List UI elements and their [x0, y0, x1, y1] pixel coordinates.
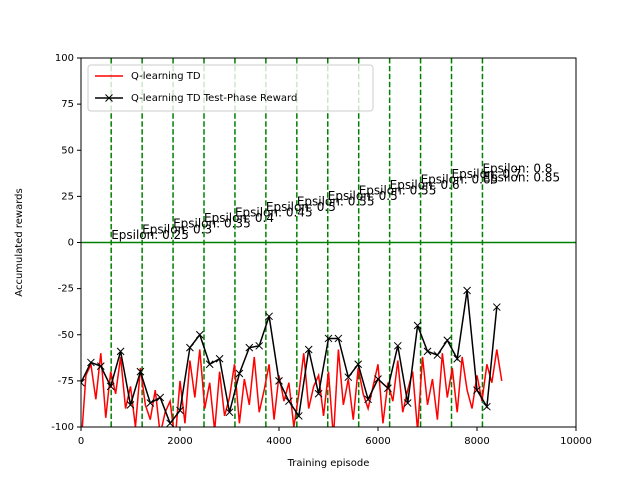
marker	[453, 354, 462, 363]
y-tick-label: 0	[68, 238, 74, 249]
annotation: Epsilon: 0.8	[482, 161, 552, 175]
annotation: Epsilon: 0.7	[452, 167, 522, 181]
marker	[433, 351, 442, 359]
legend: Q-learning TD Q-learning TD Test-Phase Re…	[87, 64, 374, 112]
annotation: Epsilon: 0.3	[142, 222, 212, 236]
marker	[225, 408, 234, 417]
marker	[275, 377, 283, 385]
marker	[176, 406, 184, 415]
marker	[354, 360, 363, 369]
legend-box	[87, 64, 374, 112]
marker	[285, 397, 293, 406]
marker	[413, 321, 422, 330]
x-tick-label: 6000	[365, 436, 390, 447]
annotation: Epsilon: 0.25	[111, 228, 189, 242]
marker	[156, 393, 165, 402]
annotation: Epsilon: 0.65	[421, 172, 499, 186]
x-tick-label: 10000	[560, 436, 592, 447]
marker	[81, 378, 85, 387]
marker	[215, 354, 224, 363]
x-axis-label: Training episode	[287, 458, 370, 469]
series-line	[81, 349, 503, 427]
annotation: Epsilon: 0.6	[390, 178, 460, 192]
y-tick-label: -100	[51, 422, 74, 433]
y-tick-label: -50	[58, 330, 74, 341]
marker	[166, 419, 174, 427]
marker	[136, 367, 145, 376]
marker	[374, 375, 382, 383]
marker	[483, 402, 491, 411]
annotation: Epsilon: 0.5	[328, 189, 398, 203]
x-tick-label: 8000	[464, 436, 489, 447]
plot-area	[81, 58, 576, 427]
marker	[255, 341, 264, 350]
legend-label: Q-learning TD	[131, 71, 201, 82]
annotation: Epsilon: 0.35	[173, 217, 251, 231]
marker	[403, 399, 412, 407]
y-tick-label: 75	[61, 99, 74, 110]
y-tick-label: -25	[58, 284, 74, 295]
marker	[116, 347, 125, 356]
marker	[393, 341, 402, 350]
annotation: Epsilon: 0.55	[359, 184, 437, 198]
marker	[443, 336, 452, 345]
y-tick-label: 25	[61, 191, 74, 202]
marker	[235, 369, 244, 378]
marker	[492, 303, 501, 311]
marker	[186, 343, 194, 352]
x-tick-label: 4000	[266, 436, 291, 447]
series-line	[81, 290, 498, 425]
marker	[195, 330, 204, 339]
marker	[384, 384, 392, 393]
marker	[324, 334, 333, 343]
marker	[304, 345, 313, 354]
marker	[364, 395, 372, 404]
marker	[334, 334, 343, 343]
marker	[265, 312, 273, 321]
marker	[423, 347, 432, 356]
annotation: Epsilon: 0.4	[204, 211, 274, 225]
x-tick-label: 0	[78, 436, 84, 447]
y-tick-label: 100	[55, 53, 74, 64]
marker	[205, 360, 214, 369]
y-tick-label: -75	[58, 376, 74, 387]
marker	[146, 399, 155, 407]
marker	[96, 362, 105, 370]
annotation: Epsilon: 0.45	[235, 206, 313, 220]
marker	[314, 389, 323, 398]
marker	[87, 358, 95, 367]
annotation: Epsilon: 0.5	[266, 200, 336, 214]
marker	[463, 286, 471, 295]
marker	[245, 343, 254, 352]
legend-marker	[105, 94, 113, 102]
annotation: Epsilon: 0.85	[482, 171, 560, 185]
x-tick-label: 2000	[167, 436, 192, 447]
y-axis-label: Accumulated rewards	[14, 188, 25, 296]
annotation: Epsilon: 0.55	[297, 195, 375, 209]
marker	[126, 401, 135, 409]
marker	[344, 373, 353, 382]
legend-label: Q-learning TD Test-Phase Reward	[131, 93, 297, 104]
marker	[473, 386, 481, 394]
marker	[294, 412, 303, 420]
y-tick-label: 50	[61, 145, 74, 156]
marker	[106, 382, 115, 391]
